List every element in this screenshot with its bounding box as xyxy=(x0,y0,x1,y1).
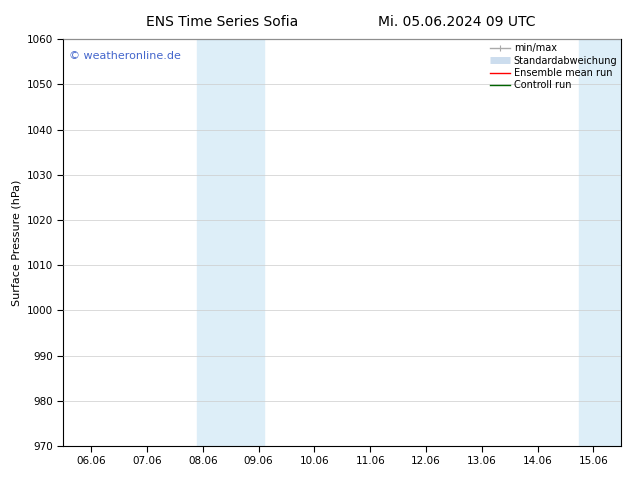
Text: Mi. 05.06.2024 09 UTC: Mi. 05.06.2024 09 UTC xyxy=(378,15,535,29)
Text: © weatheronline.de: © weatheronline.de xyxy=(69,51,181,61)
Legend: min/max, Standardabweichung, Ensemble mean run, Controll run: min/max, Standardabweichung, Ensemble me… xyxy=(489,41,619,92)
Bar xyxy=(579,39,599,446)
Text: ENS Time Series Sofia: ENS Time Series Sofia xyxy=(146,15,298,29)
Bar xyxy=(197,39,264,446)
Y-axis label: Surface Pressure (hPa): Surface Pressure (hPa) xyxy=(11,179,21,306)
Bar xyxy=(599,39,621,446)
